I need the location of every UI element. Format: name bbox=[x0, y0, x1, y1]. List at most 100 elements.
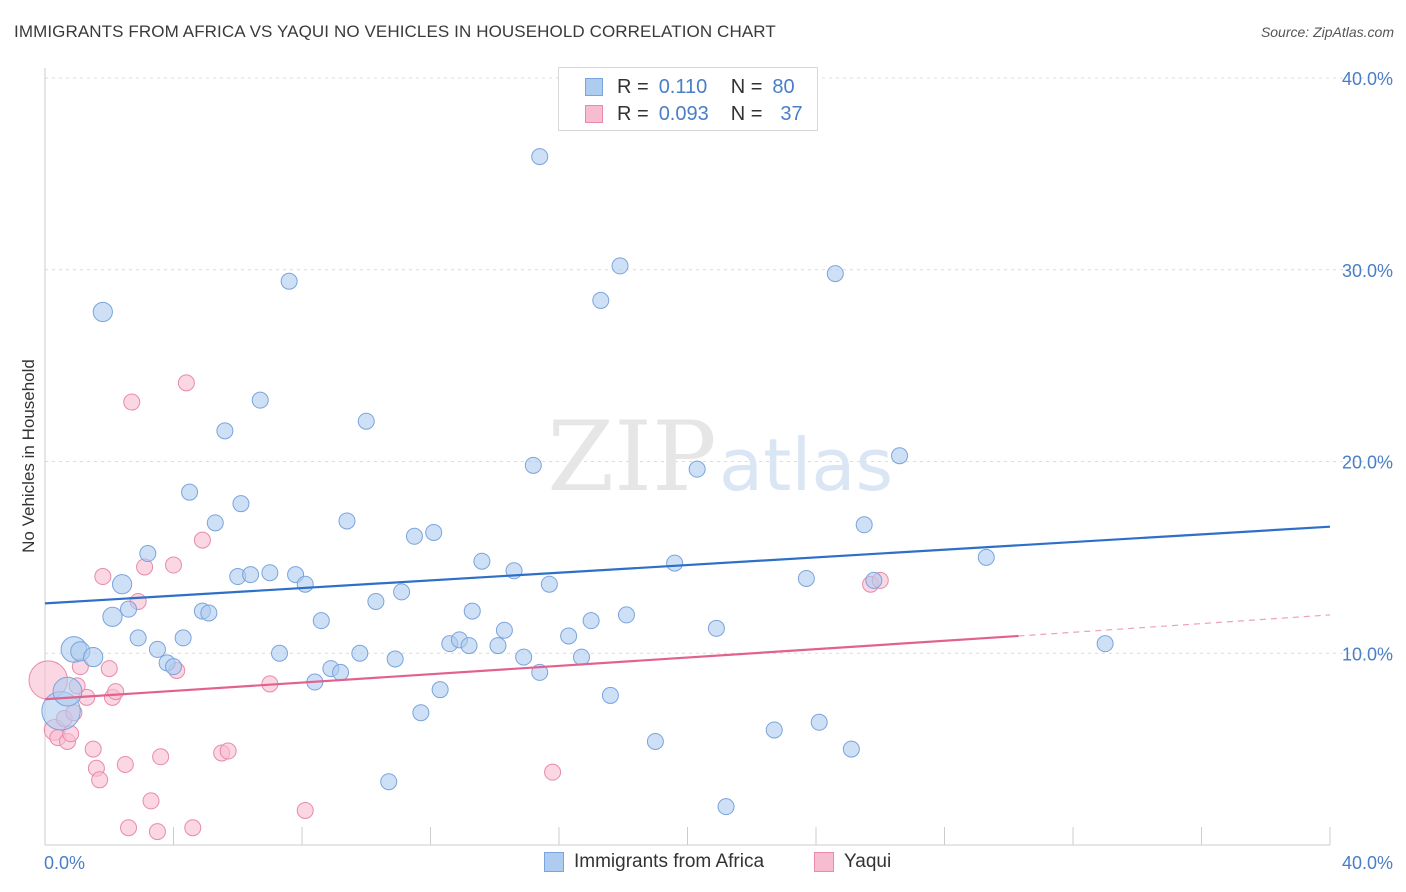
data-point bbox=[142, 792, 160, 810]
data-point bbox=[826, 265, 844, 283]
data-point bbox=[810, 713, 828, 731]
data-point bbox=[765, 721, 783, 739]
trend-lines bbox=[44, 525, 1331, 701]
data-point bbox=[646, 732, 664, 750]
watermark: ZIP atlas bbox=[547, 401, 893, 513]
bottom-legend-africa: Immigrants from Africa bbox=[544, 851, 764, 873]
data-point bbox=[200, 604, 218, 622]
data-point bbox=[601, 686, 619, 704]
watermark-zip: ZIP bbox=[547, 401, 716, 513]
y-tick-label: 10.0% bbox=[1342, 644, 1393, 664]
data-point bbox=[232, 495, 250, 513]
x-tick-label-min: 0.0% bbox=[44, 853, 85, 873]
series-africa-points bbox=[41, 148, 1114, 816]
data-point bbox=[544, 763, 562, 781]
data-point bbox=[855, 516, 873, 534]
data-point bbox=[94, 568, 112, 586]
y-axis-label: No Vehicles in Household bbox=[19, 359, 38, 553]
data-point bbox=[120, 819, 138, 837]
bottom-legend-swatch-africa bbox=[544, 852, 564, 872]
legend-r-value: 0.093 bbox=[658, 102, 709, 125]
data-point bbox=[332, 663, 350, 681]
data-point bbox=[431, 681, 449, 699]
watermark-atlas: atlas bbox=[719, 423, 893, 507]
data-point bbox=[112, 574, 133, 595]
data-point bbox=[338, 512, 356, 530]
legend-swatch-africa bbox=[585, 78, 603, 96]
data-point bbox=[139, 545, 157, 563]
bottom-legend-yaqui: Yaqui bbox=[814, 851, 891, 873]
data-point bbox=[405, 527, 423, 545]
legend-row-yaqui: R = 0.093 N = 37 bbox=[585, 101, 803, 127]
data-point bbox=[489, 637, 507, 655]
data-point bbox=[52, 676, 83, 707]
data-point bbox=[707, 619, 725, 637]
data-point bbox=[617, 606, 635, 624]
data-point bbox=[261, 564, 279, 582]
data-point bbox=[393, 583, 411, 601]
data-point bbox=[123, 393, 141, 411]
data-point bbox=[100, 660, 118, 678]
data-point bbox=[666, 554, 684, 572]
data-point bbox=[560, 627, 578, 645]
y-tick-label: 40.0% bbox=[1342, 69, 1393, 89]
data-point bbox=[92, 301, 113, 323]
bottom-legend-swatch-yaqui bbox=[814, 852, 834, 872]
data-point bbox=[216, 422, 234, 440]
data-point bbox=[977, 548, 995, 566]
legend-r-value: 0.110 bbox=[658, 75, 708, 98]
data-point bbox=[206, 514, 224, 532]
grid-lines bbox=[45, 77, 1390, 654]
bottom-legend-label-africa: Immigrants from Africa bbox=[574, 851, 765, 872]
data-point bbox=[107, 683, 125, 701]
correlation-legend: R = 0.110 N = 80 R = 0.093 N = 37 bbox=[558, 67, 818, 131]
data-point bbox=[524, 456, 542, 474]
data-point bbox=[242, 566, 260, 584]
data-point bbox=[495, 621, 513, 639]
data-point bbox=[572, 648, 590, 666]
data-point bbox=[351, 644, 369, 662]
legend-swatch-yaqui bbox=[585, 105, 603, 123]
legend-r-label: R = bbox=[617, 102, 649, 125]
data-point bbox=[177, 374, 195, 392]
data-point bbox=[296, 575, 314, 593]
data-point bbox=[425, 523, 443, 541]
data-point bbox=[611, 257, 629, 275]
legend-n-value: 37 bbox=[780, 102, 803, 125]
data-point bbox=[129, 629, 147, 647]
data-point bbox=[280, 272, 298, 290]
legend-n-label: N = bbox=[730, 102, 763, 125]
legend-n-label: N = bbox=[730, 75, 763, 98]
y-tick-label: 20.0% bbox=[1342, 453, 1393, 473]
data-point bbox=[891, 447, 909, 465]
legend-r-label: R = bbox=[617, 75, 649, 98]
data-point bbox=[181, 483, 199, 501]
data-point bbox=[296, 801, 314, 819]
data-point bbox=[540, 575, 558, 593]
data-point bbox=[842, 740, 860, 758]
data-point bbox=[219, 742, 237, 760]
data-point bbox=[91, 771, 109, 789]
data-point bbox=[688, 460, 706, 478]
data-point bbox=[152, 748, 170, 766]
data-point bbox=[515, 648, 533, 666]
data-point bbox=[531, 148, 549, 166]
data-point bbox=[473, 552, 491, 570]
data-point bbox=[312, 612, 330, 630]
data-point bbox=[148, 823, 166, 841]
data-point bbox=[386, 650, 404, 668]
data-point bbox=[165, 658, 182, 676]
data-point bbox=[184, 819, 202, 837]
data-point bbox=[102, 606, 123, 627]
data-point bbox=[582, 612, 600, 630]
data-point bbox=[165, 556, 182, 574]
data-point bbox=[174, 629, 192, 647]
data-point bbox=[380, 773, 398, 791]
data-point bbox=[83, 646, 104, 668]
data-point bbox=[251, 391, 269, 409]
data-point bbox=[463, 602, 481, 620]
data-point bbox=[460, 637, 478, 655]
trend-line-yaqui bbox=[44, 634, 1019, 701]
legend-row-africa: R = 0.110 N = 80 bbox=[585, 74, 795, 100]
